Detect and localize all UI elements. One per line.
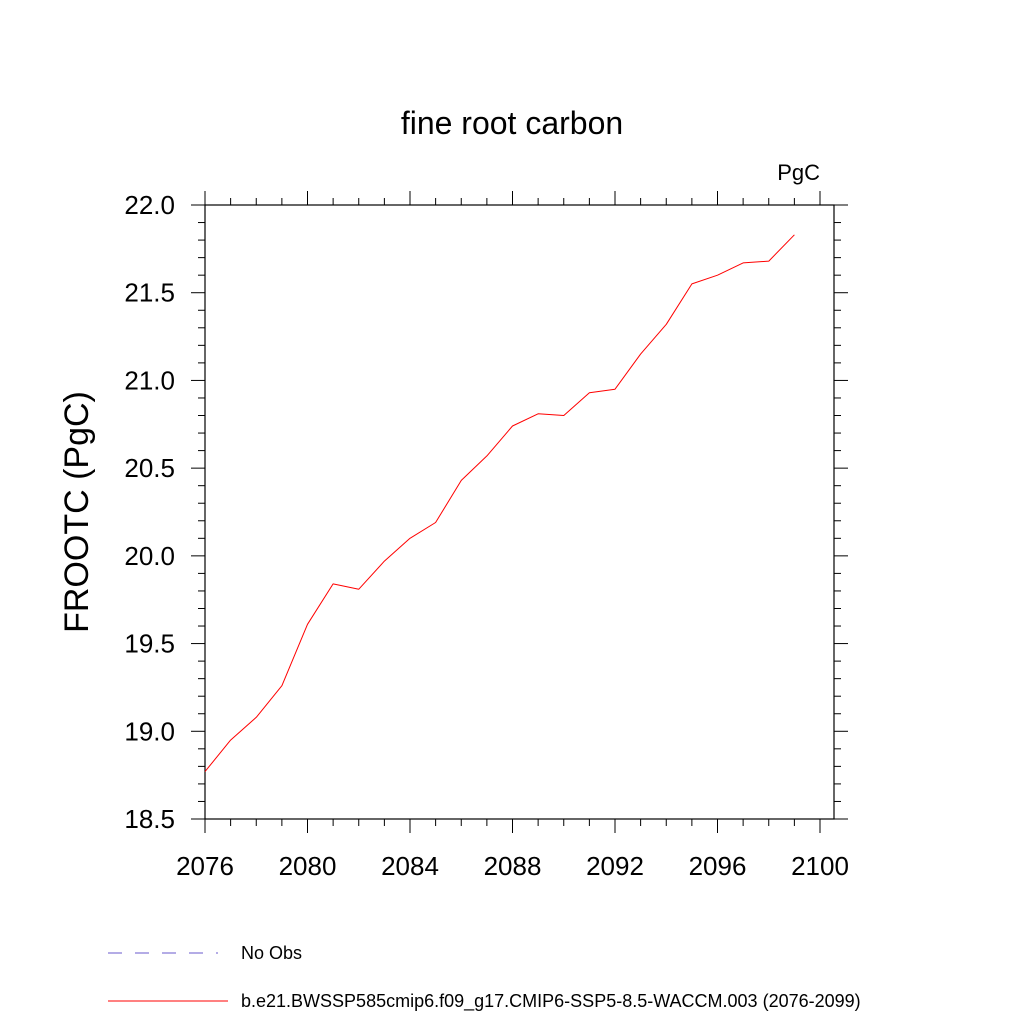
major-ticks xyxy=(191,191,848,833)
x-tick-label: 2100 xyxy=(791,851,849,881)
minor-ticks xyxy=(198,198,841,826)
legend-label-model: b.e21.BWSSP585cmip6.f09_g17.CMIP6-SSP5-8… xyxy=(241,991,861,1012)
series-layer xyxy=(204,234,795,772)
legend: No Obs b.e21.BWSSP585cmip6.f09_g17.CMIP6… xyxy=(108,943,861,1012)
y-tick-label: 20.5 xyxy=(124,453,175,483)
y-tick-label: 21.0 xyxy=(124,365,175,395)
x-tick-labels: 2076 2080 2084 2088 2092 2096 2100 xyxy=(176,851,849,881)
series-line-0 xyxy=(204,234,795,772)
y-tick-labels: 18.5 19.0 19.5 20.0 20.5 21.0 21.5 22.0 xyxy=(124,190,175,834)
x-tick-label: 2096 xyxy=(689,851,747,881)
plot-frame xyxy=(204,204,835,820)
x-tick-label: 2092 xyxy=(586,851,644,881)
units-label: PgC xyxy=(777,160,820,185)
x-tick-label: 2080 xyxy=(279,851,337,881)
y-tick-label: 20.0 xyxy=(124,541,175,571)
chart-title: fine root carbon xyxy=(401,105,623,141)
y-axis-label: FROOTC (PgC) xyxy=(58,391,96,633)
legend-label-no-obs: No Obs xyxy=(241,943,302,963)
y-tick-label: 19.0 xyxy=(124,716,175,746)
x-tick-label: 2088 xyxy=(484,851,542,881)
y-tick-label: 18.5 xyxy=(124,804,175,834)
y-tick-label: 19.5 xyxy=(124,629,175,659)
x-tick-label: 2084 xyxy=(381,851,439,881)
x-tick-label: 2076 xyxy=(176,851,234,881)
y-tick-label: 21.5 xyxy=(124,278,175,308)
y-tick-label: 22.0 xyxy=(124,190,175,220)
